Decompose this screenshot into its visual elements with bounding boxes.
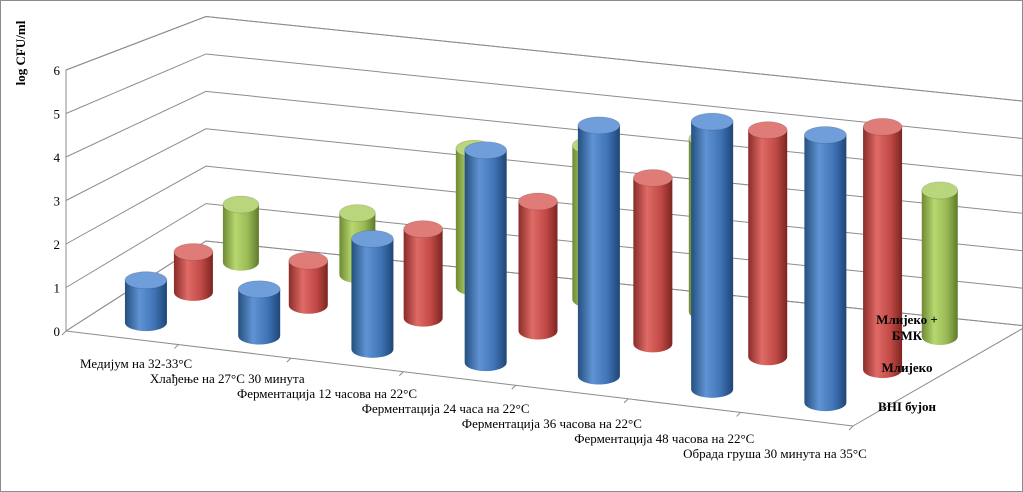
cylinder-top [862,117,903,136]
cylinder-top [690,112,734,131]
cylinder-body [518,201,558,340]
category-label: Хлађење на 27°C 30 минута [150,371,305,386]
cylinder-bar [803,126,847,412]
category-tick [61,330,67,336]
cylinder-body [238,289,281,345]
series-label: BHI бујон [878,399,936,414]
cylinder-body [351,238,394,358]
cylinder-body [403,229,443,327]
category-tick [623,398,629,404]
cylinder-top [747,121,788,140]
cylinder-body [633,177,673,353]
cylinder-top [351,229,394,248]
category-label: Ферментација 24 часа на 22°C [362,401,530,416]
cylinder-bar [747,121,788,366]
cylinder-body [577,125,620,385]
category-label: Ферментација 36 часова на 22°C [462,416,642,431]
cylinder-body [173,251,213,301]
category-label: Ферментација 12 часова на 22°C [237,386,417,401]
cylinder-top [632,169,673,187]
cylinder-body [691,121,734,398]
y-tick-labels: 0 1 2 3 4 5 6 [54,63,61,339]
category-tick [736,412,741,417]
cylinder-top [237,280,281,299]
cylinder-body [288,260,328,314]
cylinder-bar [632,169,673,353]
cylinder-top [222,195,260,214]
cylinder-bar [124,271,168,332]
cylinder-bar [173,243,214,301]
cylinder-bar [464,141,508,372]
series-label: Млијеко + БМК [876,312,938,343]
cylinder-body [748,130,788,366]
cylinder-body [222,204,259,271]
category-label: Обрада груша 30 минута на 35°C [683,446,867,461]
cylinder-bar [222,195,260,271]
y-tick-label: 5 [54,107,61,122]
y-axis-label: log CFU/ml [13,20,28,85]
cylinder-bar [351,229,394,358]
cylinder-bar [577,116,621,385]
cylinder-top [338,204,376,222]
cylinder-top [173,243,214,261]
cylinder-top [288,251,329,270]
cylinder-bars [124,112,959,412]
cylinder-bar [237,280,281,345]
floor-right-edge [852,328,1022,427]
cylinder-top [518,192,558,211]
category-tick [398,371,404,377]
cylinder-body [863,126,903,379]
cylinder-bar [403,220,444,327]
cylinder-top [803,126,847,144]
category-tick [174,344,179,349]
y-tick-label: 1 [54,281,61,296]
cylinder-bar [921,181,959,345]
cylinder-top [577,116,621,135]
y-tick-label: 3 [54,194,61,209]
y-tick-label: 6 [54,63,61,78]
y-tick-label: 4 [54,150,61,165]
category-label: Ферментација 48 часова на 22°C [574,431,754,446]
y-tick-label: 2 [54,237,61,252]
cylinder-bar [518,192,558,340]
cylinder-top [124,271,168,290]
cylinder-body [464,150,507,372]
floor-front-edge [65,330,854,427]
cylinder-top [464,141,508,160]
cylinder-body [124,280,167,332]
gridline [65,16,1022,102]
y-tick-label: 0 [54,324,61,339]
cylinder-body [804,135,847,412]
cylinder-bar [862,117,903,379]
series-label: Млијеко [882,360,933,375]
category-tick [848,425,854,431]
category-tick [511,384,517,390]
cylinder-bar [690,112,734,398]
category-label: Медијум на 32-33°C [80,356,192,371]
category-tick [286,357,292,363]
gridline [65,53,1022,139]
series-labels: BHI бујон Млијеко Млијеко + БМК [876,312,938,414]
cylinder-top [921,181,959,200]
cylinder-body [921,190,958,345]
cylinder-top [403,220,444,239]
cylinder-bar [288,251,329,314]
